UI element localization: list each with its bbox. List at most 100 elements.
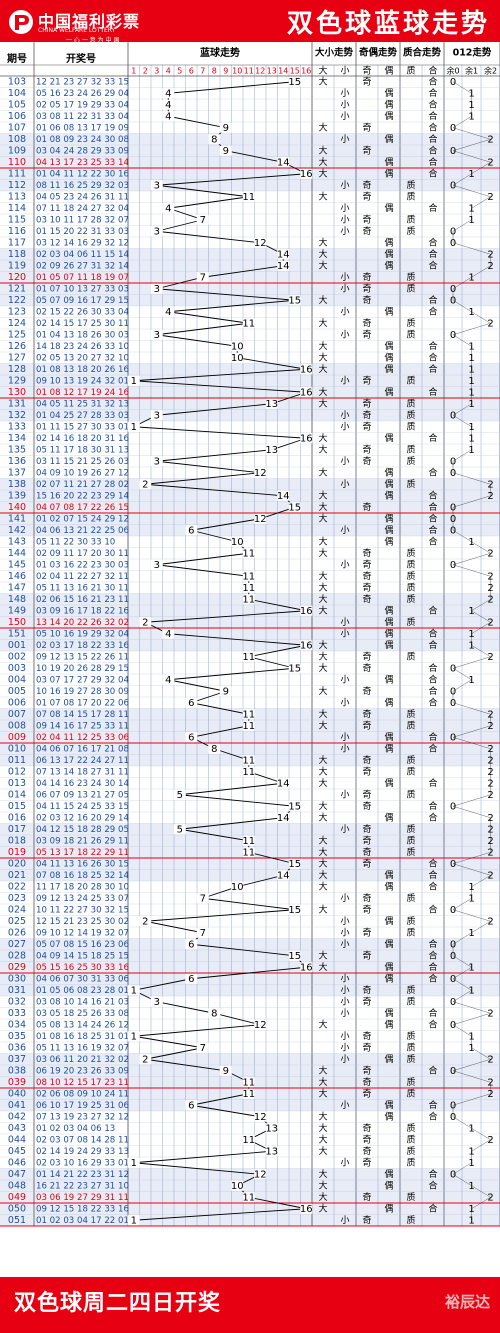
even-marker: 偶 <box>384 1018 393 1030</box>
prime-marker: 质 <box>406 190 415 202</box>
even-marker: 偶 <box>384 248 393 260</box>
blue-ball-number: 12 <box>254 514 267 525</box>
blue-ball-label-bg <box>242 835 255 846</box>
odd-marker: 奇 <box>362 443 371 455</box>
blue-ball-number: 11 <box>242 1089 255 1100</box>
row-band <box>0 398 500 410</box>
draw-numbers: 02 03 04 06 11 15 14 <box>36 250 129 260</box>
small-marker: 小 <box>340 134 349 145</box>
blue-number-tick-label: 9 <box>223 67 228 76</box>
blue-ball-number: 11 <box>242 652 255 663</box>
odd-marker: 奇 <box>362 581 371 593</box>
blue-ball-number: 14 <box>277 249 290 260</box>
blue-ball-label-bg <box>173 824 186 835</box>
odd-marker: 奇 <box>362 294 371 306</box>
mod3-marker: 1 <box>468 1043 474 1054</box>
blue-ball-number: 7 <box>200 272 206 283</box>
blue-ball-number: 15 <box>288 905 301 916</box>
issue-number: 022 <box>8 881 26 892</box>
small-marker: 小 <box>340 996 349 1007</box>
mod3-marker: 2 <box>487 318 493 329</box>
prime-marker: 质 <box>406 616 415 628</box>
blue-number-tick-label: 11 <box>244 67 254 76</box>
blue-ball-number: 2 <box>142 1054 148 1065</box>
big-marker: 大 <box>318 512 327 524</box>
blue-ball-label-bg <box>208 743 221 754</box>
brand-signature: 裕辰达 <box>444 1293 490 1311</box>
issue-number: 005 <box>8 686 26 697</box>
row-band <box>0 731 500 743</box>
blue-ball-number: 14 <box>277 491 290 502</box>
blue-ball-number: 11 <box>242 767 255 778</box>
mod3-marker: 0 <box>450 295 456 306</box>
mod3-marker: 1 <box>468 272 474 283</box>
small-marker: 小 <box>340 1008 349 1019</box>
prime-marker: 质 <box>406 478 415 490</box>
blue-ball-number: 3 <box>154 226 160 237</box>
mod3-marker: 0 <box>450 180 456 191</box>
blue-ball-label-bg <box>127 421 140 432</box>
small-marker: 小 <box>340 674 349 685</box>
odd-marker: 奇 <box>362 501 371 513</box>
big-marker: 大 <box>318 811 327 823</box>
draw-numbers: 09 12 15 18 22 33 16 <box>36 1204 129 1214</box>
draw-numbers: 01 04 25 27 28 33 03 <box>36 411 129 421</box>
prime-marker: 质 <box>406 915 415 927</box>
blue-ball-label-bg <box>219 145 232 156</box>
big-marker: 大 <box>318 489 327 501</box>
draw-numbers: 03 05 18 25 26 33 08 <box>36 1009 129 1019</box>
blue-ball-number: 9 <box>223 1066 229 1077</box>
draw-numbers: 04 06 13 21 22 25 06 <box>36 526 129 536</box>
draw-numbers: 01 02 03 04 17 22 01 <box>36 1216 129 1226</box>
issue-number: 131 <box>8 398 26 409</box>
mod3-marker: 0 <box>450 951 456 962</box>
blue-ball-label-bg <box>219 686 232 697</box>
blue-ball-label-bg <box>277 157 290 168</box>
mod3-marker: 2 <box>487 1008 493 1019</box>
issue-number: 112 <box>8 180 26 191</box>
blue-ball-label-bg <box>162 306 175 317</box>
blue-ball-label-bg <box>242 1134 255 1145</box>
issue-number: 104 <box>8 88 26 99</box>
odd-marker: 奇 <box>362 409 371 421</box>
odd-marker: 奇 <box>362 857 371 869</box>
draw-numbers: 01 08 13 18 20 26 16 <box>36 365 129 375</box>
issue-number: 046 <box>8 1157 26 1168</box>
issue-number: 149 <box>8 605 26 616</box>
footer-banner: 双色球周二四日开奖 裕辰达 <box>0 1277 500 1333</box>
even-marker: 偶 <box>384 432 393 444</box>
blue-ball-number: 11 <box>242 192 255 203</box>
mod3-marker: 2 <box>487 1054 493 1065</box>
row-band <box>0 260 500 272</box>
issue-number: 019 <box>8 847 26 858</box>
even-marker: 偶 <box>384 512 393 524</box>
big-marker: 大 <box>318 501 327 513</box>
prime-marker: 质 <box>406 926 415 938</box>
blue-ball-label-bg <box>300 962 313 973</box>
issue-number: 151 <box>8 628 26 639</box>
odd-marker: 奇 <box>362 179 371 191</box>
prime-marker: 质 <box>406 420 415 432</box>
blue-ball-label-bg <box>288 950 301 961</box>
blue-ball-number: 14 <box>277 870 290 881</box>
small-marker: 小 <box>340 479 349 490</box>
blue-ball-label-bg <box>196 214 209 225</box>
draw-numbers: 01 02 07 15 24 29 12 <box>36 514 129 524</box>
blue-ball-number: 11 <box>242 836 255 847</box>
draw-numbers: 09 10 12 14 19 32 07 <box>36 928 129 938</box>
sub-column-header: 大 <box>318 65 327 77</box>
prime-marker: 质 <box>406 1053 415 1065</box>
odd-marker: 奇 <box>362 765 371 777</box>
issue-number: 040 <box>8 1088 26 1099</box>
issue-number: 141 <box>8 513 26 524</box>
blue-ball-label-bg <box>219 122 232 133</box>
big-marker: 大 <box>318 1064 327 1076</box>
mod3-marker: 0 <box>450 732 456 743</box>
big-marker: 大 <box>318 121 327 133</box>
blue-ball-label-bg <box>196 1042 209 1053</box>
logo-slogan-text: 一 心 一 意 为 中 国 <box>66 37 120 44</box>
blue-ball-number: 6 <box>188 525 194 536</box>
composite-marker: 合 <box>428 811 437 823</box>
blue-ball-number: 15 <box>288 801 301 812</box>
blue-ball-number: 15 <box>288 663 301 674</box>
